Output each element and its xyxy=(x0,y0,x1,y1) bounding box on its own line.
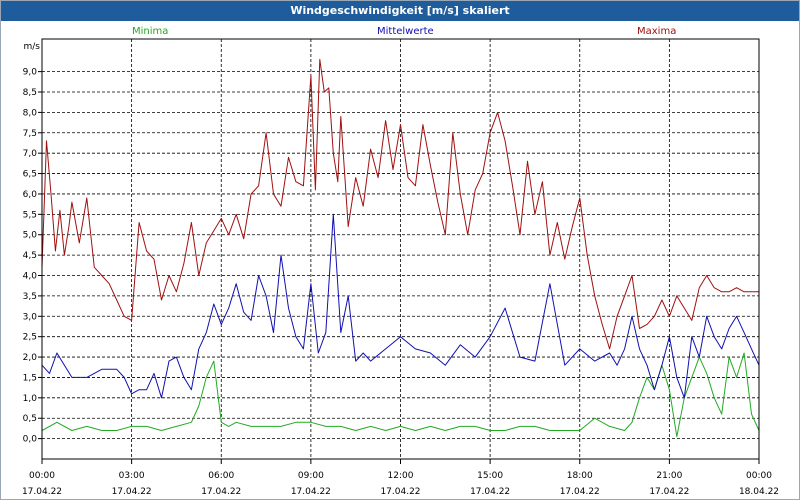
x-tick-time: 18:00 xyxy=(567,471,593,481)
x-tick-time: 00:00 xyxy=(746,471,772,481)
x-tick-time: 12:00 xyxy=(388,471,414,481)
x-tick-date: 17.04.22 xyxy=(649,487,689,497)
y-tick-label: 3,0 xyxy=(23,312,38,322)
series-lines xyxy=(41,58,760,438)
x-tick-time: 03:00 xyxy=(119,471,145,481)
x-tick-date: 17.04.22 xyxy=(112,487,152,497)
y-tick-label: 4,5 xyxy=(23,251,37,261)
x-tick-time: 21:00 xyxy=(656,471,682,481)
x-tick-date: 17.04.22 xyxy=(291,487,331,497)
y-tick-label: 9,0 xyxy=(23,68,38,78)
y-tick-label: 2,0 xyxy=(23,353,38,363)
x-tick-date: 17.04.22 xyxy=(380,487,420,497)
x-tick-time: 06:00 xyxy=(208,471,234,481)
y-tick-label: 2,5 xyxy=(23,333,37,343)
y-tick-label: 7,5 xyxy=(23,129,37,139)
x-tick-time: 15:00 xyxy=(477,471,503,481)
y-tick-label: 0,0 xyxy=(23,435,38,445)
series-line-mean xyxy=(41,213,760,399)
y-tick-label: 5,0 xyxy=(23,231,38,241)
y-tick-label: 6,0 xyxy=(23,190,38,200)
x-tick-date: 17.04.22 xyxy=(470,487,510,497)
x-tick-time: 09:00 xyxy=(298,471,324,481)
series-line-max xyxy=(41,58,759,350)
x-tick-date: 18.04.22 xyxy=(739,487,779,497)
y-axis-label: m/s xyxy=(24,42,41,52)
chart-title: Windgeschwindigkeit [m/s] skaliert xyxy=(1,1,799,21)
y-tick-label: 1,0 xyxy=(23,394,38,404)
legend-minima: Minima xyxy=(132,26,169,37)
grid xyxy=(42,39,759,459)
y-tick-label: 7,0 xyxy=(23,149,38,159)
y-tick-label: 5,5 xyxy=(23,210,37,220)
y-tick-label: 4,0 xyxy=(23,272,38,282)
axes: 0,0 0,5 1,0 1,5 2,0 2,5 3,0 3,5 4,0 4,5 5,0 5,5 6,0 6… xyxy=(22,38,779,497)
y-tick-label: 8,0 xyxy=(23,108,38,118)
y-tick-label: 8,5 xyxy=(23,88,37,98)
legend-maxima: Maxima xyxy=(637,26,677,37)
y-tick-label: 3,5 xyxy=(23,292,37,302)
x-tick-date: 17.04.22 xyxy=(560,487,600,497)
y-tick-label: 0,5 xyxy=(23,414,37,424)
x-tick-date: 17.04.22 xyxy=(22,487,62,497)
x-tick-time: 00:00 xyxy=(29,471,55,481)
y-tick-label: 1,5 xyxy=(23,373,37,383)
y-tick-label: 6,5 xyxy=(23,170,37,180)
x-tick-date: 17.04.22 xyxy=(201,487,241,497)
plot-frame xyxy=(41,38,760,460)
legend-mittelwerte: Mittelwerte xyxy=(377,26,434,37)
